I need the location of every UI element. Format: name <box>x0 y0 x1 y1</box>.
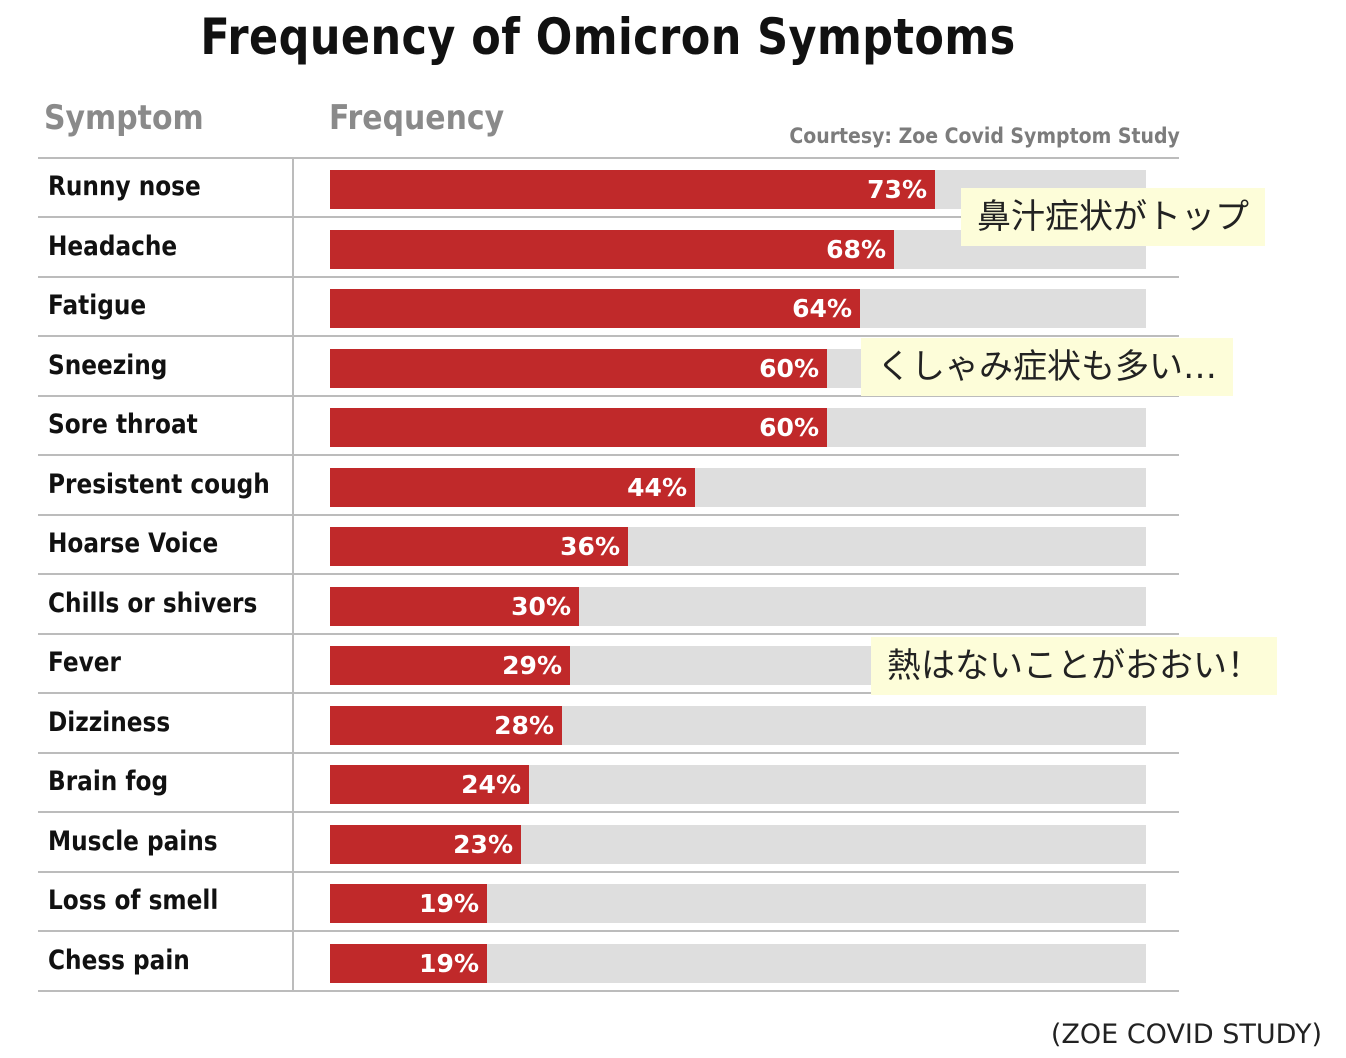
column-divider <box>292 159 294 992</box>
bar-value-label: 68% <box>826 235 886 264</box>
row-divider <box>38 216 1179 218</box>
row-divider <box>38 573 1179 575</box>
bar-value-label: 29% <box>502 651 562 680</box>
table-row: Dizziness 28% <box>38 695 1179 754</box>
row-divider <box>38 454 1179 456</box>
symptom-label: Runny nose <box>48 171 201 202</box>
table-row: Sore throat 60% <box>38 397 1179 456</box>
table-row: Hoarse Voice 36% <box>38 516 1179 575</box>
bar-track: 24% <box>330 765 1146 804</box>
row-divider <box>38 752 1179 754</box>
table-row: Fatigue 64% <box>38 278 1179 337</box>
bar-value-label: 19% <box>419 949 479 978</box>
bar: 23% <box>330 825 521 864</box>
bar-value-label: 28% <box>494 711 554 740</box>
row-divider <box>38 811 1179 813</box>
symptom-label: Hoarse Voice <box>48 528 219 559</box>
bar: 64% <box>330 289 860 328</box>
symptom-label: Headache <box>48 231 178 262</box>
symptom-label: Loss of smell <box>48 885 219 916</box>
bar-track: 23% <box>330 825 1146 864</box>
table-row: Loss of smell 19% <box>38 873 1179 932</box>
bar: 19% <box>330 944 487 983</box>
courtesy-credit: Courtesy: Zoe Covid Symptom Study <box>789 124 1180 148</box>
bar-value-label: 64% <box>792 294 852 323</box>
bar-value-label: 60% <box>759 354 819 383</box>
row-divider <box>38 692 1179 694</box>
bar: 24% <box>330 765 529 804</box>
bar-value-label: 24% <box>461 770 521 799</box>
bar-track: 44% <box>330 468 1146 507</box>
symptom-label: Brain fog <box>48 766 169 797</box>
table-row: Presistent cough 44% <box>38 457 1179 516</box>
row-divider <box>38 514 1179 516</box>
bar-track: 19% <box>330 884 1146 923</box>
symptom-column-header: Symptom <box>44 98 204 138</box>
table-row: Muscle pains 23% <box>38 814 1179 873</box>
table-row: Brain fog 24% <box>38 754 1179 813</box>
symptom-label: Chills or shivers <box>48 588 258 619</box>
bar-track: 64% <box>330 289 1146 328</box>
bar: 28% <box>330 706 562 745</box>
bar-track: 28% <box>330 706 1146 745</box>
bar-value-label: 44% <box>627 473 687 502</box>
bar-track: 68% <box>330 230 1146 269</box>
symptom-label: Presistent cough <box>48 469 270 500</box>
bar-value-label: 60% <box>759 413 819 442</box>
annotation-fever: 熱はないことがおおい！ <box>871 637 1277 695</box>
bar: 29% <box>330 646 570 685</box>
row-divider <box>38 990 1179 992</box>
bar: 36% <box>330 527 628 566</box>
source-credit: (ZOE COVID STUDY) <box>1050 1019 1322 1050</box>
bar: 60% <box>330 349 827 388</box>
row-divider <box>38 335 1179 337</box>
table-row: Headache 68% <box>38 219 1179 278</box>
header-rule <box>38 157 1179 159</box>
row-divider <box>38 930 1179 932</box>
bar: 60% <box>330 408 827 447</box>
symptom-label: Dizziness <box>48 707 171 738</box>
symptom-label: Fatigue <box>48 290 147 321</box>
bar: 44% <box>330 468 695 507</box>
annotation-runny-nose: 鼻汁症状がトップ <box>961 188 1265 246</box>
bar-track: 36% <box>330 527 1146 566</box>
row-divider <box>38 871 1179 873</box>
symptom-label: Muscle pains <box>48 826 218 857</box>
row-divider <box>38 276 1179 278</box>
bar-value-label: 36% <box>560 532 620 561</box>
bar-track: 30% <box>330 587 1146 626</box>
bar: 73% <box>330 170 935 209</box>
bar: 19% <box>330 884 487 923</box>
bar: 30% <box>330 587 579 626</box>
bar-value-label: 30% <box>511 592 571 621</box>
bar-value-label: 23% <box>453 830 513 859</box>
table-row: Chess pain 19% <box>38 933 1179 992</box>
symptom-label: Sore throat <box>48 409 198 440</box>
table-row: Sneezing 60% <box>38 338 1179 397</box>
bar-track: 60% <box>330 408 1146 447</box>
symptom-label: Fever <box>48 647 122 678</box>
bar-value-label: 73% <box>867 175 927 204</box>
bar: 68% <box>330 230 894 269</box>
frequency-column-header: Frequency <box>329 98 505 138</box>
table-row: Chills or shivers 30% <box>38 576 1179 635</box>
row-divider <box>38 395 1179 397</box>
symptom-label: Sneezing <box>48 350 168 381</box>
symptom-label: Chess pain <box>48 945 190 976</box>
annotation-sneezing: くしゃみ症状も多い… <box>861 338 1233 396</box>
row-divider <box>38 633 1179 635</box>
bar-track: 19% <box>330 944 1146 983</box>
chart-title: Frequency of Omicron Symptoms <box>200 8 1016 66</box>
bar-value-label: 19% <box>419 889 479 918</box>
